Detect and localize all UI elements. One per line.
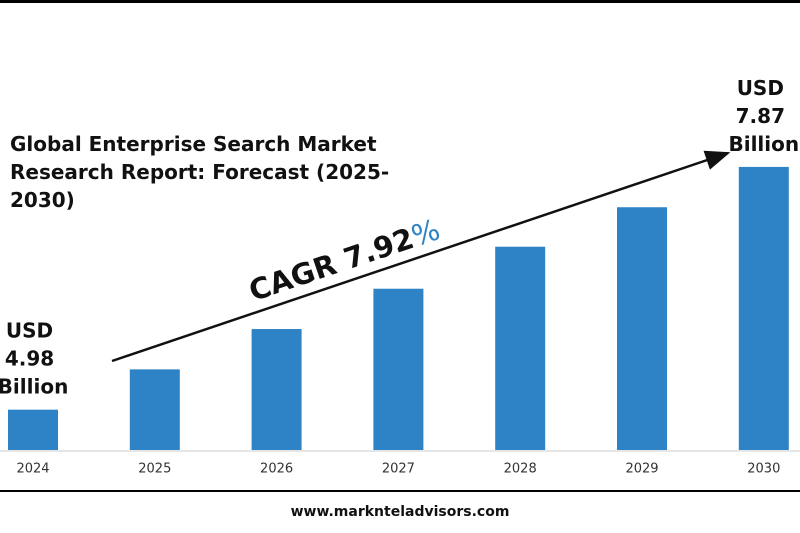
- top-border: [0, 0, 800, 3]
- x-tick-label: 2025: [138, 462, 171, 477]
- bar: [617, 207, 667, 450]
- x-tick-label: 2029: [625, 462, 658, 477]
- bar: [129, 369, 180, 450]
- x-tick-label: 2028: [504, 462, 537, 477]
- bar: [251, 329, 302, 450]
- x-tick-label: 2030: [747, 462, 780, 477]
- trend-arrow: [111, 150, 731, 363]
- x-tick-label: 2026: [260, 462, 293, 477]
- bar: [738, 166, 789, 451]
- x-tick-label: 2024: [16, 462, 49, 477]
- value-label: USD 7.87 Billion: [728, 75, 799, 155]
- bar: [373, 288, 424, 450]
- bar: [8, 409, 58, 450]
- bar: [495, 246, 546, 450]
- chart-title: Global Enterprise Search Market Research…: [10, 132, 390, 212]
- footer: www.marknteladvisors.com: [291, 504, 510, 520]
- x-tick-label: 2027: [382, 462, 415, 477]
- value-label: USD 4.98 Billion: [0, 318, 68, 398]
